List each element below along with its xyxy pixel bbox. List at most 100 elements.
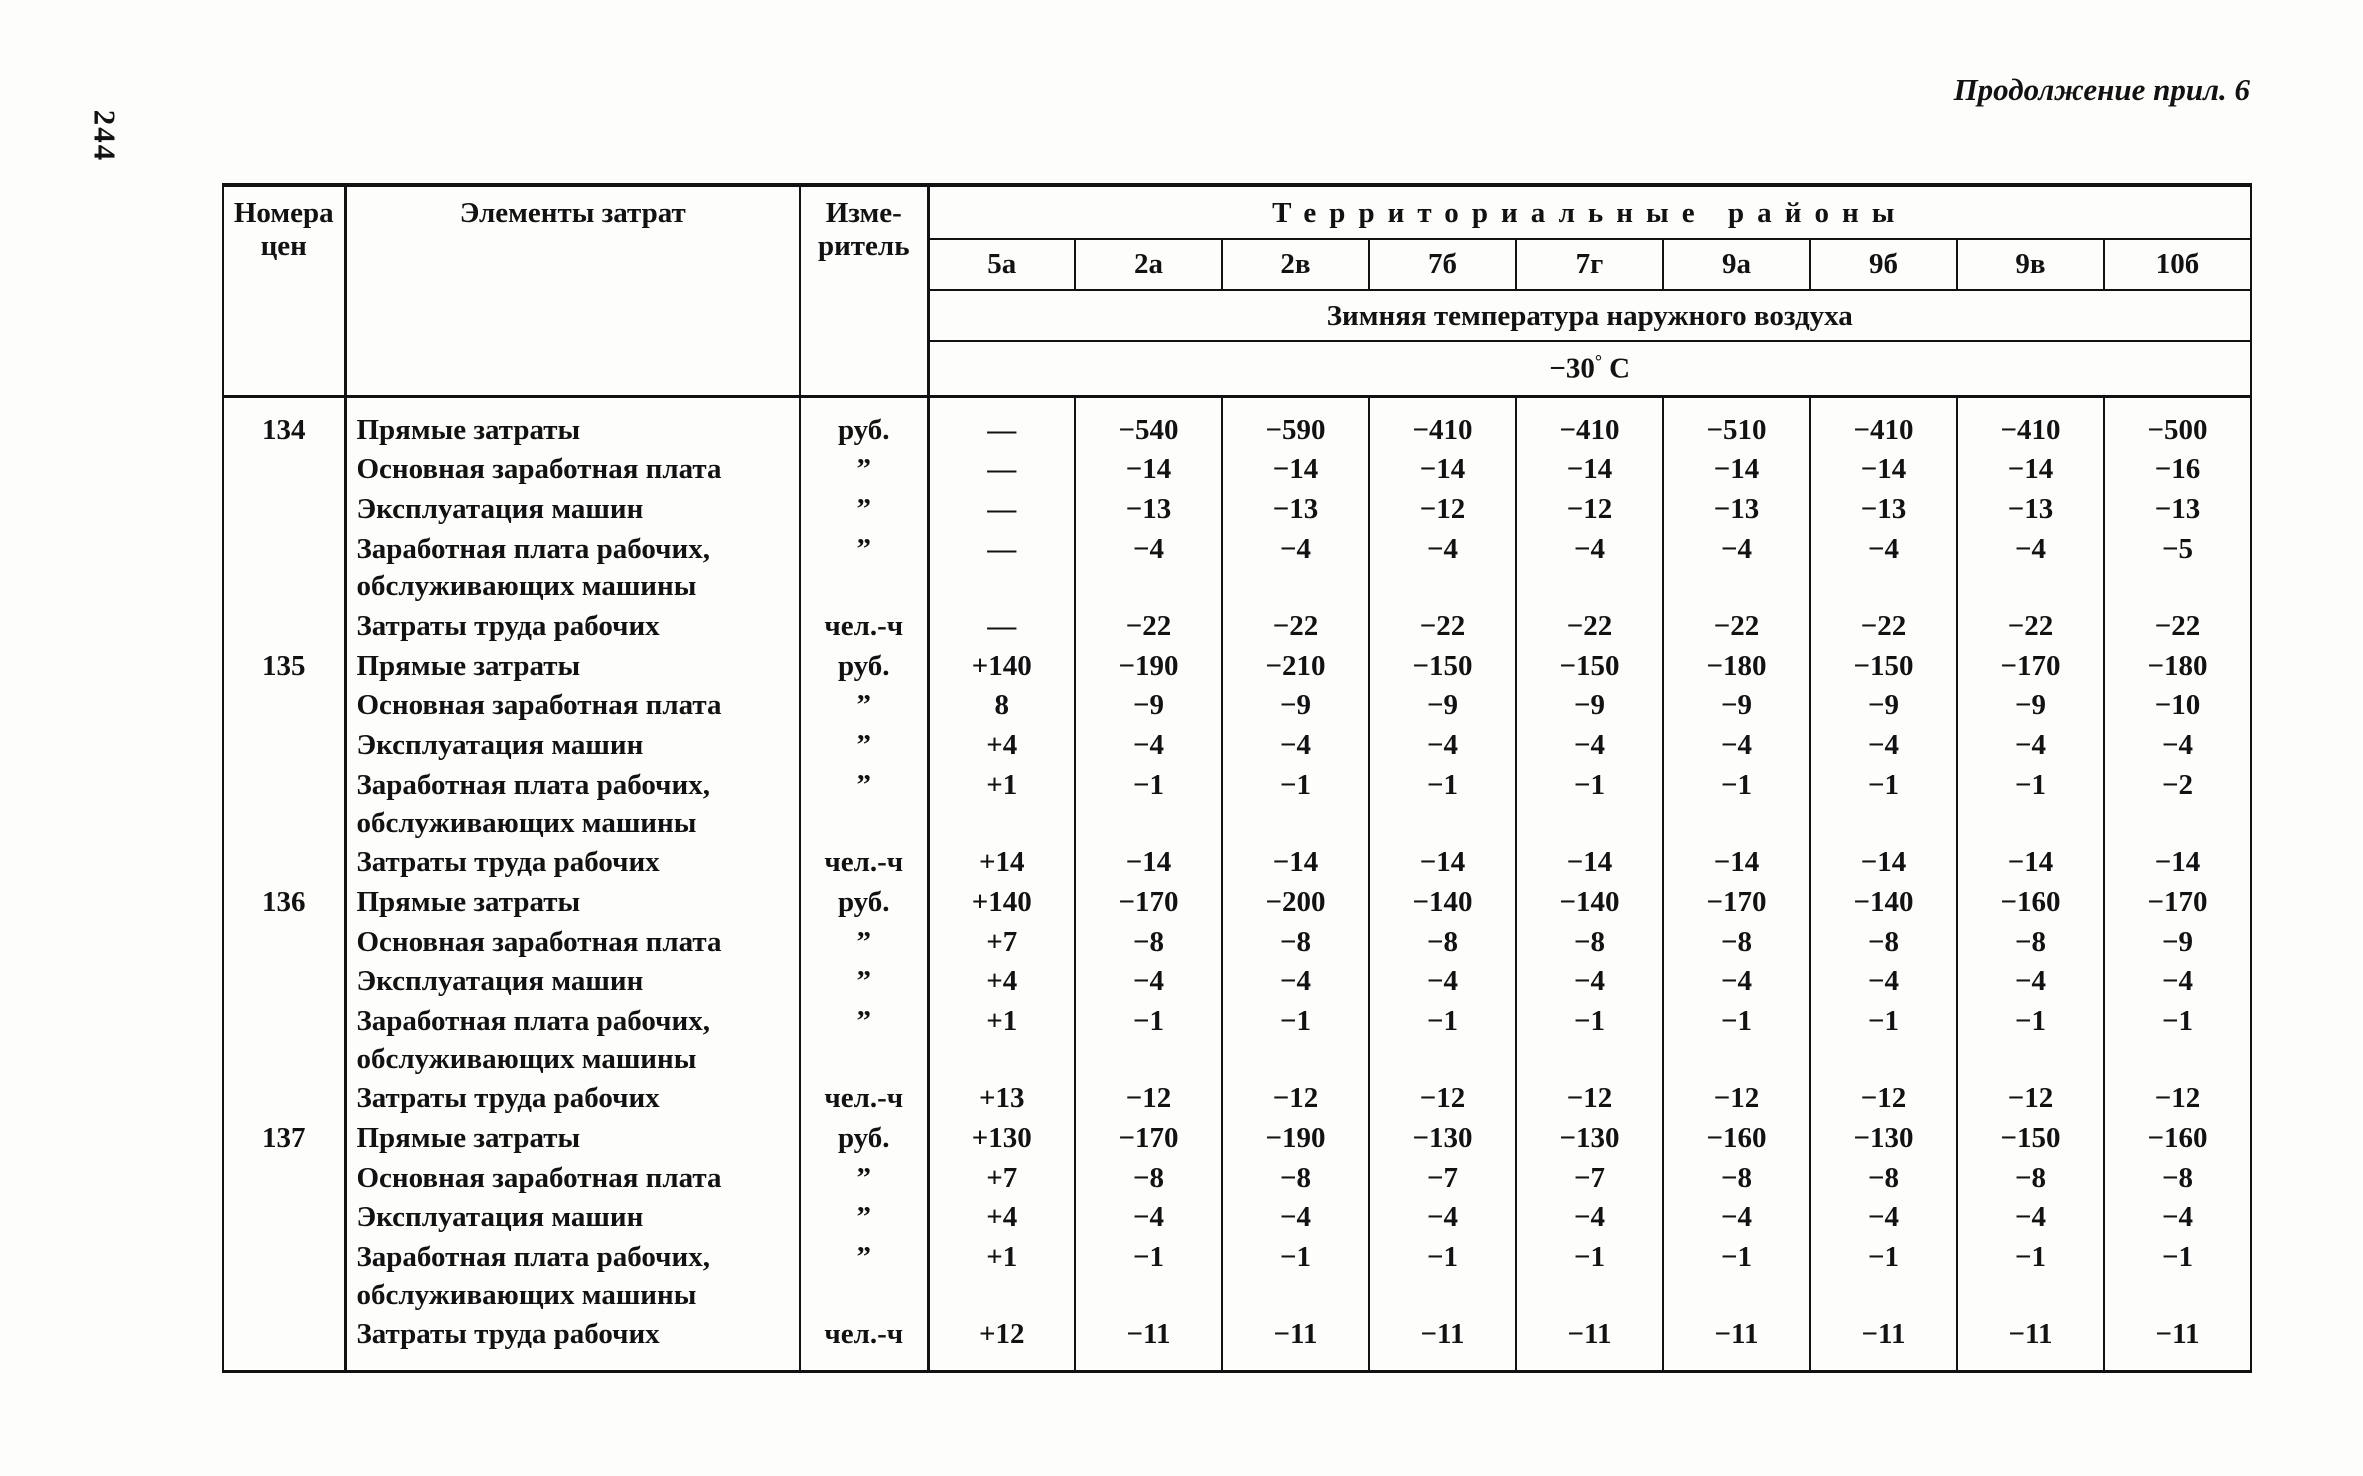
cost-element-label: Основная заработная плата bbox=[344, 450, 800, 491]
value-cell: −1 bbox=[1809, 765, 1957, 844]
value-cell: −12 bbox=[1368, 1079, 1516, 1120]
header-territorial-districts: Территориальные районы bbox=[926, 185, 2252, 240]
unit-cell: руб. bbox=[799, 882, 930, 923]
value-cell: −11 bbox=[1956, 1315, 2104, 1372]
cost-table: Номера цен Элементы затрат Изме- ритель … bbox=[222, 183, 2253, 1374]
cost-element-label: Прямые затраты bbox=[344, 882, 800, 923]
unit-cell: ” bbox=[799, 529, 930, 608]
value-cell: −190 bbox=[1074, 646, 1222, 687]
unit-cell: чел.-ч bbox=[799, 843, 930, 883]
value-cell: −11 bbox=[1074, 1315, 1222, 1372]
unit-cell: руб. bbox=[799, 396, 930, 451]
unit-cell: руб. bbox=[799, 1119, 930, 1159]
value-cell: −4 bbox=[1221, 726, 1369, 766]
value-cell: −1 bbox=[1662, 765, 1810, 844]
value-cell: −1 bbox=[1368, 1238, 1516, 1316]
value-cell: −1 bbox=[1515, 1001, 1663, 1080]
table-row: Затраты труда рабочих чел.-ч +12 −11 −11 −11−… bbox=[223, 1315, 2252, 1372]
table-row: Эксплуатация машин” +4 −4 −4 −4 −4 −4 −4 −4 −4 bbox=[223, 726, 2252, 766]
value-cell: −1 bbox=[1515, 1238, 1663, 1316]
value-cell: −14 bbox=[1221, 843, 1369, 883]
value-cell: −540 bbox=[1074, 396, 1222, 451]
value-cell: −1 bbox=[1368, 765, 1516, 844]
value-cell: −12 bbox=[1221, 1079, 1369, 1120]
cost-element-label: Затраты труда рабочих bbox=[344, 843, 800, 883]
value-cell: −500 bbox=[2102, 396, 2252, 451]
price-number-cell bbox=[223, 922, 347, 963]
value-cell: −2 bbox=[2102, 765, 2252, 844]
table-row: Основная заработная плата” — −14 −14 −14 −14−… bbox=[223, 450, 2252, 491]
price-number-cell: 137 bbox=[223, 1119, 347, 1159]
value-cell: −13 bbox=[1662, 490, 1810, 530]
value-cell: −130 bbox=[1515, 1119, 1663, 1159]
unit-cell: ” bbox=[799, 1158, 930, 1199]
value-cell: −1 bbox=[1221, 1238, 1369, 1316]
value-cell: — bbox=[927, 529, 1075, 608]
cost-element-label: Прямые затраты bbox=[344, 1119, 800, 1159]
value-cell: −12 bbox=[2102, 1079, 2252, 1120]
value-cell: −22 bbox=[1221, 607, 1369, 647]
value-cell: −8 bbox=[1515, 922, 1663, 963]
unit-cell: руб. bbox=[799, 646, 930, 687]
value-cell: — bbox=[927, 450, 1075, 491]
value-cell: −170 bbox=[2102, 882, 2252, 923]
value-cell: −8 bbox=[1221, 922, 1369, 963]
value-cell: −160 bbox=[2102, 1119, 2252, 1159]
value-cell: +1 bbox=[927, 1238, 1075, 1316]
table-row: Эксплуатация машин” +4 −4 −4 −4 −4 −4 −4 −4 −4 bbox=[223, 962, 2252, 1002]
header-winter-temperature: Зимняя температура наружного воздуха bbox=[928, 290, 2252, 342]
cost-element-label: Эксплуатация машин bbox=[344, 490, 800, 530]
value-cell: −4 bbox=[1368, 726, 1516, 766]
table-row: Основная заработная плата” +7 −8 −8 −7 −7 −8 −8… bbox=[223, 1158, 2252, 1199]
value-cell: −4 bbox=[1809, 1198, 1957, 1239]
value-cell: −4 bbox=[1809, 529, 1957, 608]
cost-element-label: Заработная плата рабочих, обслуживающих … bbox=[344, 1001, 800, 1080]
value-cell: −4 bbox=[2102, 726, 2252, 766]
header-cost-elements: Элементы затрат bbox=[344, 185, 800, 398]
value-cell: −1 bbox=[1221, 765, 1369, 844]
value-cell: −22 bbox=[1515, 607, 1663, 647]
value-cell: −4 bbox=[1368, 1198, 1516, 1239]
district-code: 9а bbox=[1662, 239, 1810, 291]
value-cell: −8 bbox=[1956, 922, 2104, 963]
price-number-cell bbox=[223, 1198, 347, 1239]
cost-element-label: Эксплуатация машин bbox=[344, 962, 800, 1002]
value-cell: −13 bbox=[1956, 490, 2104, 530]
value-cell: −14 bbox=[1956, 843, 2104, 883]
value-cell: −140 bbox=[1515, 882, 1663, 923]
price-number-cell bbox=[223, 1238, 347, 1316]
value-cell: −4 bbox=[1662, 529, 1810, 608]
value-cell: −140 bbox=[1809, 882, 1957, 923]
value-cell: −12 bbox=[1662, 1079, 1810, 1120]
value-cell: +12 bbox=[927, 1315, 1075, 1372]
price-number-cell bbox=[223, 607, 347, 647]
value-cell: −4 bbox=[1515, 1198, 1663, 1239]
value-cell: — bbox=[927, 607, 1075, 647]
district-code: 9б bbox=[1809, 239, 1957, 291]
value-cell: −210 bbox=[1221, 646, 1369, 687]
value-cell: −14 bbox=[1368, 843, 1516, 883]
price-number-cell: 136 bbox=[223, 882, 347, 923]
value-cell: −4 bbox=[1221, 529, 1369, 608]
value-cell: −1 bbox=[1956, 1238, 2104, 1316]
value-cell: −14 bbox=[1809, 843, 1957, 883]
value-cell: −1 bbox=[1662, 1001, 1810, 1080]
value-cell: −8 bbox=[1662, 1158, 1810, 1199]
value-cell: −1 bbox=[1074, 1001, 1222, 1080]
value-cell: −170 bbox=[1956, 646, 2104, 687]
value-cell: −4 bbox=[1368, 529, 1516, 608]
value-cell: −22 bbox=[1809, 607, 1957, 647]
value-cell: −4 bbox=[1074, 529, 1222, 608]
value-cell: −4 bbox=[1515, 726, 1663, 766]
district-codes-row: 5а 2а 2в 7б 7г 9а 9б 9в 10б bbox=[223, 239, 2252, 291]
table-row: Основная заработная плата” +7 −8 −8 −8 −8 −8 −8… bbox=[223, 922, 2252, 963]
unit-cell: ” bbox=[799, 962, 930, 1002]
value-cell: −140 bbox=[1368, 882, 1516, 923]
district-code: 2в bbox=[1221, 239, 1369, 291]
price-number-cell: 134 bbox=[223, 396, 347, 451]
value-cell: −130 bbox=[1368, 1119, 1516, 1159]
value-cell: −4 bbox=[1662, 726, 1810, 766]
table-row: 135 Прямые затраты руб. +140 −190 −210 −150 −15… bbox=[223, 646, 2252, 687]
value-cell: −11 bbox=[2102, 1315, 2252, 1372]
value-cell: −1 bbox=[1956, 765, 2104, 844]
